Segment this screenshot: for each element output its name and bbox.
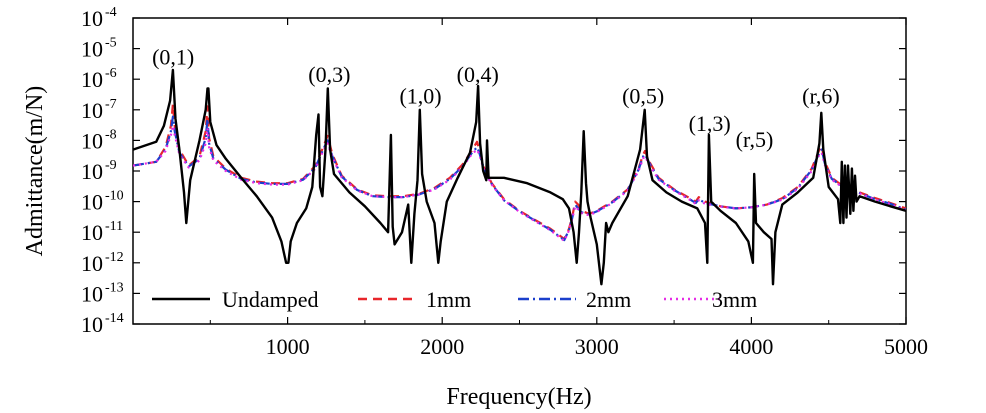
mode-annotation: (0,5) xyxy=(622,84,664,109)
mode-annotation: (r,6) xyxy=(802,84,840,109)
y-tick-exponent: -9 xyxy=(105,158,117,173)
y-tick-label: 10 xyxy=(81,6,103,31)
y-tick-label: 10 xyxy=(81,312,103,337)
x-tick-label: 1000 xyxy=(266,334,310,359)
mode-annotation: (0,3) xyxy=(308,62,350,87)
x-tick-label: 2000 xyxy=(420,334,464,359)
y-tick-label: 10 xyxy=(81,159,103,184)
y-tick-exponent: -7 xyxy=(105,97,117,112)
y-tick-exponent: -13 xyxy=(105,280,124,295)
legend-label: Undamped xyxy=(222,287,319,312)
y-tick-exponent: -5 xyxy=(105,36,117,51)
y-tick-label: 10 xyxy=(81,98,103,123)
mode-annotation: (1,3) xyxy=(689,111,731,136)
y-tick-label: 10 xyxy=(81,67,103,92)
x-tick-label: 4000 xyxy=(729,334,773,359)
y-tick-label: 10 xyxy=(81,251,103,276)
legend-label: 1mm xyxy=(426,287,471,312)
x-axis-label: Frequency(Hz) xyxy=(446,384,591,410)
mode-annotation: (1,0) xyxy=(399,84,441,109)
axis-layer: 1000 2000 3000 4000 500010-1410-1310-1210-11… xyxy=(81,5,928,359)
series-line-2mm xyxy=(133,115,906,242)
series-layer xyxy=(133,68,906,286)
x-tick-label: 3000 xyxy=(575,334,619,359)
y-tick-exponent: -14 xyxy=(105,311,124,326)
x-tick-label: 5000 xyxy=(884,334,928,359)
legend-label: 2mm xyxy=(586,287,631,312)
annotation-layer: (0,1) (0,3) (1,0) (0,4) (0,5) (1,3)(r,5) (r,6) xyxy=(152,45,840,153)
plot-frame xyxy=(132,17,907,325)
y-tick-exponent: -4 xyxy=(105,5,117,20)
y-tick-label: 10 xyxy=(81,220,103,245)
legend: Undamped 1mm 2mm 3mm xyxy=(152,287,757,312)
y-tick-exponent: -8 xyxy=(105,127,117,142)
series-line-undamped xyxy=(133,68,906,286)
y-tick-exponent: -11 xyxy=(105,219,123,234)
mode-annotation: (0,1) xyxy=(152,45,194,70)
series-line-1mm xyxy=(133,103,906,241)
y-tick-label: 10 xyxy=(81,281,103,306)
y-tick-label: 10 xyxy=(81,37,103,62)
mode-annotation: (0,4) xyxy=(457,62,499,87)
y-tick-exponent: -10 xyxy=(105,189,124,204)
y-tick-exponent: -12 xyxy=(105,250,124,265)
y-tick-exponent: -6 xyxy=(105,66,117,81)
y-axis-label: Admittance(m/N) xyxy=(22,86,48,257)
legend-label: 3mm xyxy=(712,287,757,312)
series-line-3mm xyxy=(133,124,906,242)
y-tick-label: 10 xyxy=(81,128,103,153)
mode-annotation: (r,5) xyxy=(736,127,774,152)
y-tick-label: 10 xyxy=(81,190,103,215)
